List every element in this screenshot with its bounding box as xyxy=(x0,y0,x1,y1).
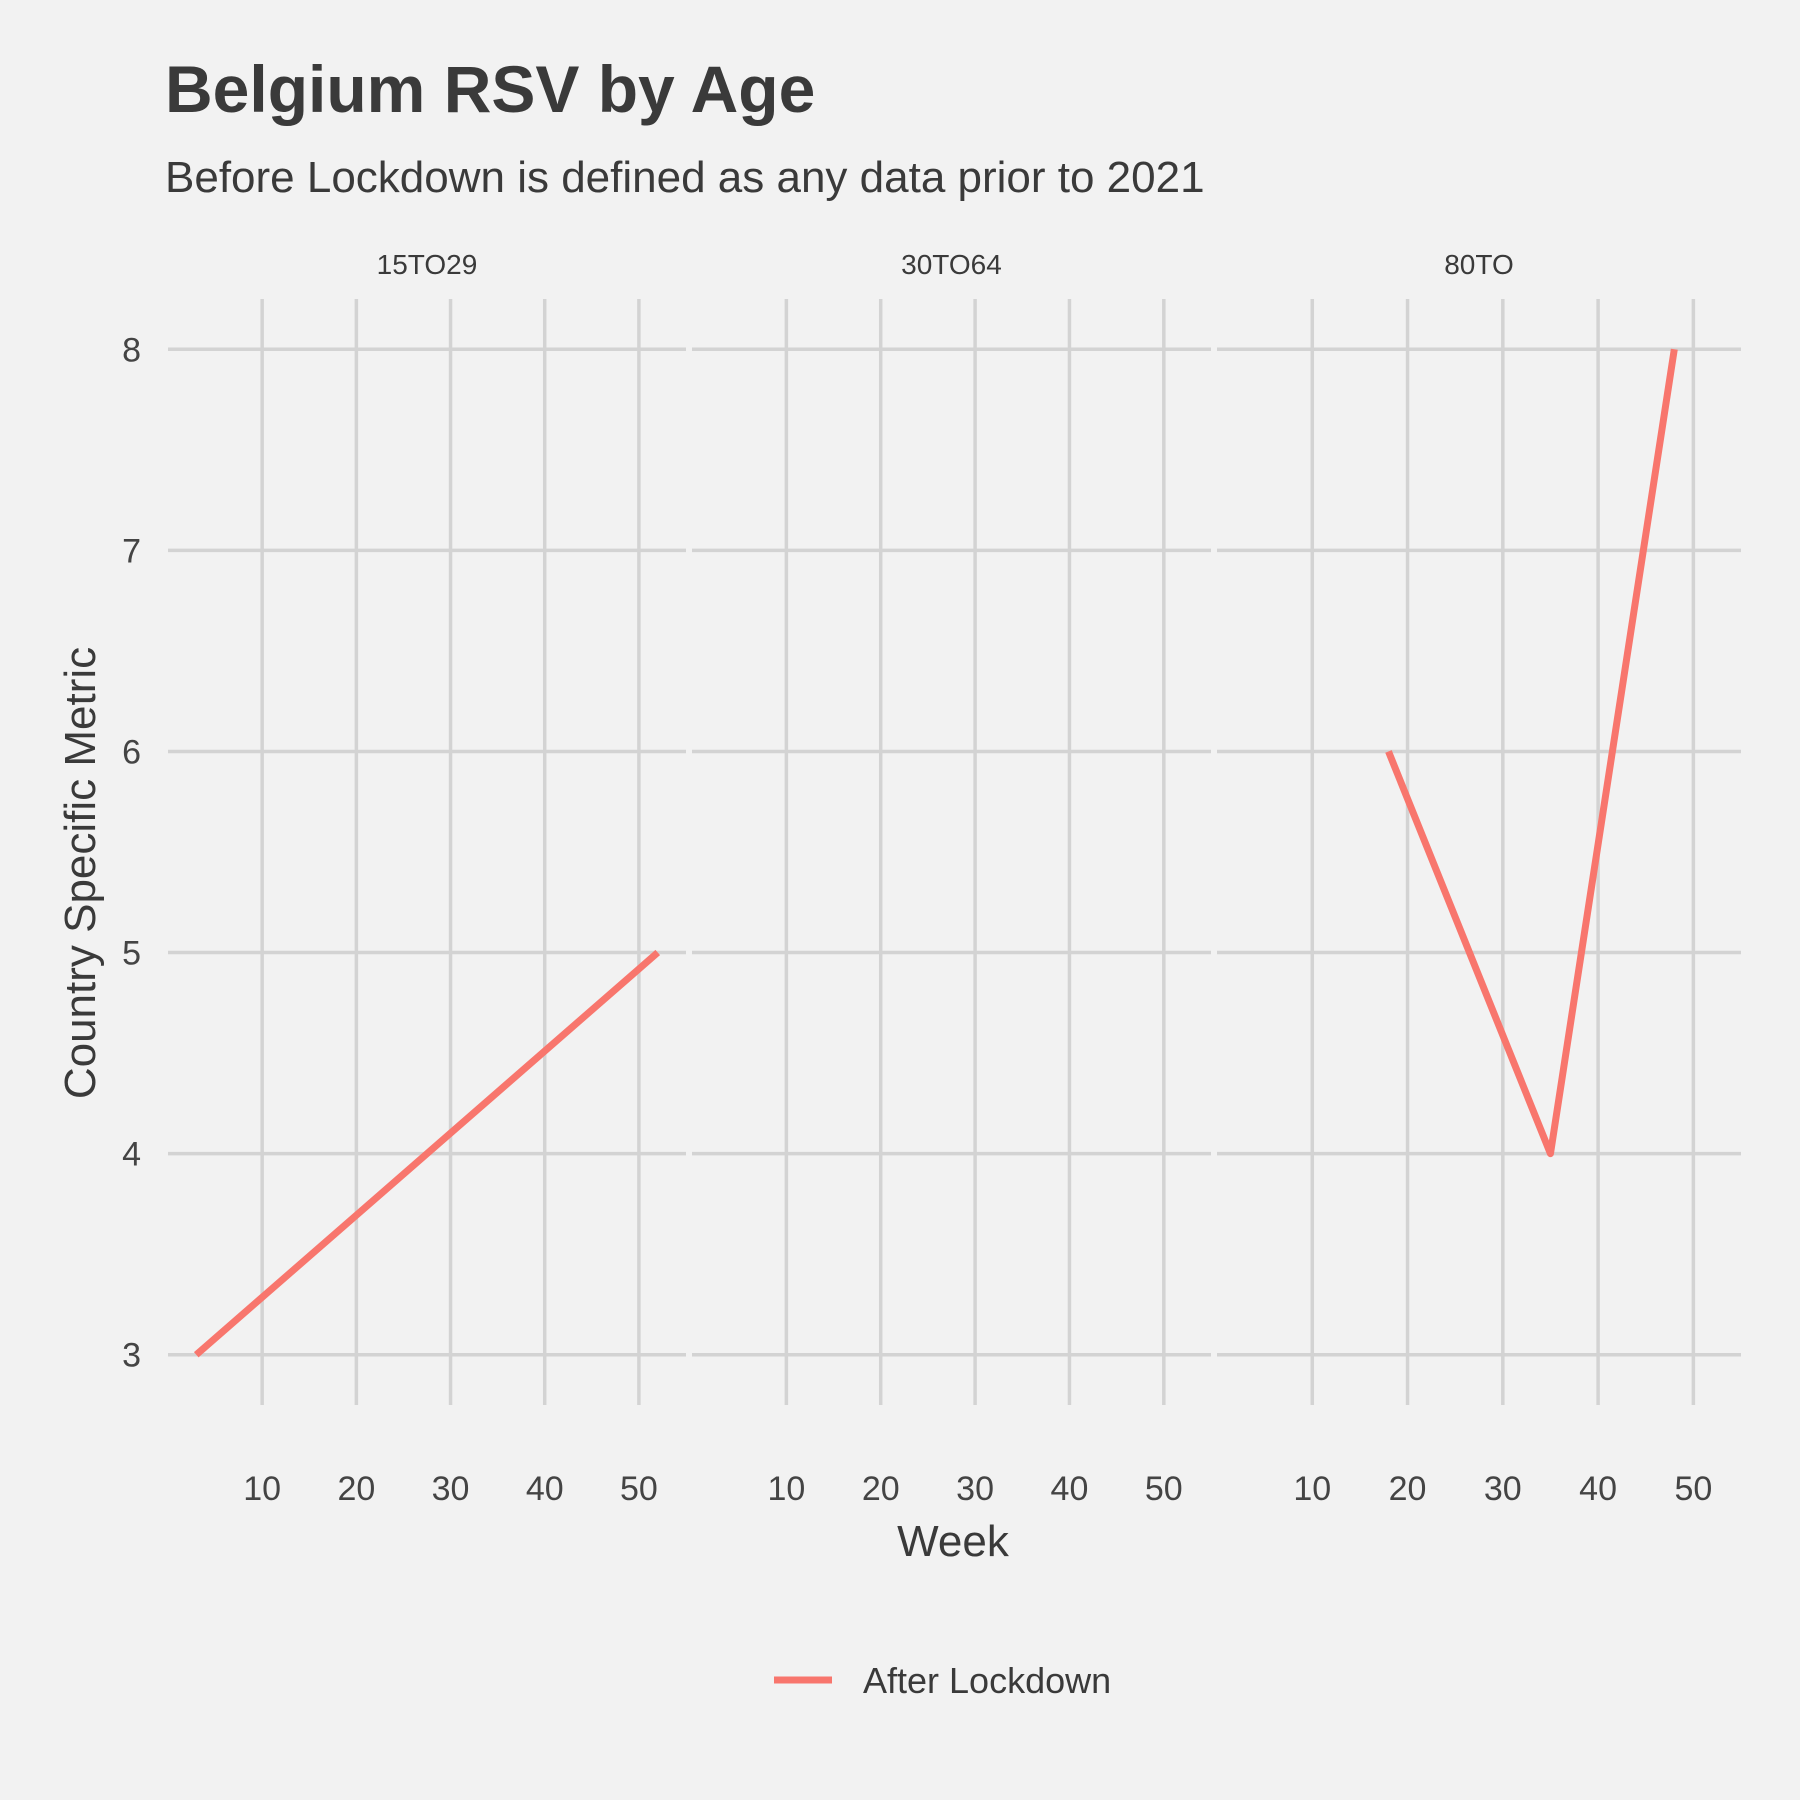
x-tick-label: 30 xyxy=(432,1470,470,1508)
x-tick-label: 30 xyxy=(956,1470,994,1508)
series-line-after-lockdown xyxy=(193,949,661,1358)
y-tick-label: 8 xyxy=(122,331,141,369)
y-tick-label: 6 xyxy=(122,733,141,771)
x-tick-label: 30 xyxy=(1484,1470,1522,1508)
chart-title: Belgium RSV by Age xyxy=(165,52,815,126)
facet-panel-30to64: 30TO64 10 20 30 40 50 xyxy=(692,249,1211,1508)
x-tick-label: 20 xyxy=(1389,1470,1427,1508)
legend: After Lockdown xyxy=(774,1660,1111,1701)
y-tick-label: 7 xyxy=(122,532,141,570)
x-tick-label: 50 xyxy=(620,1470,658,1508)
facet-label: 30TO64 xyxy=(901,249,1002,280)
x-tick-label: 20 xyxy=(337,1470,375,1508)
legend-label: After Lockdown xyxy=(863,1660,1111,1701)
x-tick-label: 10 xyxy=(767,1470,805,1508)
x-tick-label: 50 xyxy=(1674,1470,1712,1508)
x-tick-label: 10 xyxy=(243,1470,281,1508)
chart-subtitle: Before Lockdown is defined as any data p… xyxy=(165,153,1205,202)
x-tick-label: 10 xyxy=(1293,1470,1331,1508)
x-axis-title: Week xyxy=(897,1517,1010,1566)
y-tick-label: 5 xyxy=(122,935,141,973)
x-tick-label: 40 xyxy=(526,1470,564,1508)
facet-label: 80TO xyxy=(1444,249,1514,280)
y-tick-label: 4 xyxy=(122,1136,141,1174)
x-tick-label: 50 xyxy=(1145,1470,1183,1508)
series-line-after-lockdown xyxy=(1385,348,1678,1158)
x-tick-label: 20 xyxy=(862,1470,900,1508)
facet-panel-80to: 80TO 10 20 30 40 50 xyxy=(1217,249,1741,1508)
y-tick-label: 3 xyxy=(122,1337,141,1375)
facet-label: 15TO29 xyxy=(377,249,478,280)
x-tick-label: 40 xyxy=(1051,1470,1089,1508)
facet-panel-15to29: 15TO29 10 20 30 40 50 3 4 5 6 7 8 xyxy=(122,249,686,1508)
y-axis-title: Country Specific Metric xyxy=(56,647,105,1099)
x-tick-label: 40 xyxy=(1579,1470,1617,1508)
